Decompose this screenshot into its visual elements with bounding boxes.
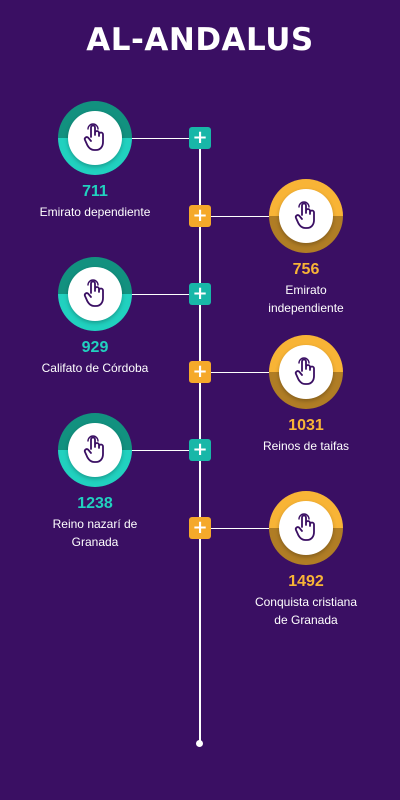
event-label: Conquista cristiana de Granada [216,593,396,629]
event-year: 756 [292,261,320,278]
event-year: 711 [82,183,108,200]
connector-line [200,216,306,217]
connector-line [95,294,200,295]
event-year: 1031 [288,417,324,434]
event-ring-button[interactable] [269,491,343,565]
event-icon-badge [68,423,122,477]
connector-line [95,450,200,451]
event-label: Emirato dependiente [5,203,185,221]
event-label: Reinos de taifas [216,437,396,455]
event-year: 1492 [288,573,324,590]
hand-pointer-icon [83,435,104,463]
event-label-line: Emirato [285,283,327,297]
event-icon-badge [279,189,333,243]
event-label-line: Conquista cristiana [254,595,358,609]
event-label: Reino nazarí de Granada [5,515,185,551]
event-label-line: independiente [268,301,344,315]
event-ring-button[interactable] [58,413,132,487]
page-title: AL-ANDALUS [86,22,314,58]
event-icon-badge [68,111,122,165]
event-label-line: Granada [71,535,119,549]
event-year: 929 [81,339,109,356]
hand-pointer-icon [294,201,315,229]
event-ring-button[interactable] [58,101,132,175]
event-ring-button[interactable] [58,257,132,331]
event-label-line: Reinos de taifas [262,439,350,453]
hand-pointer-icon [83,279,104,307]
expand-plus-button[interactable]: + [189,517,211,539]
expand-plus-button[interactable]: + [189,361,211,383]
hand-pointer-icon [294,513,315,541]
hand-pointer-icon [294,357,315,385]
expand-plus-button[interactable]: + [189,283,211,305]
expand-plus-button[interactable]: + [189,439,211,461]
connector-line [95,138,200,139]
event-label-line: de Granada [274,613,338,627]
event-label: Califato de Córdoba [5,359,185,377]
connector-line [200,372,306,373]
timeline-end-dot [196,740,203,747]
event-label-line: Reino nazarí de [52,517,138,531]
event-ring-button[interactable] [269,179,343,253]
event-label: Emirato independiente [216,281,396,317]
event-year: 1238 [77,495,113,512]
event-icon-badge [279,345,333,399]
event-icon-badge [279,501,333,555]
expand-plus-button[interactable]: + [189,127,211,149]
event-ring-button[interactable] [269,335,343,409]
connector-line [200,528,306,529]
hand-pointer-icon [83,123,104,151]
event-label-line: Califato de Córdoba [41,361,149,375]
expand-plus-button[interactable]: + [189,205,211,227]
event-icon-badge [68,267,122,321]
event-label-line: Emirato dependiente [39,205,151,219]
